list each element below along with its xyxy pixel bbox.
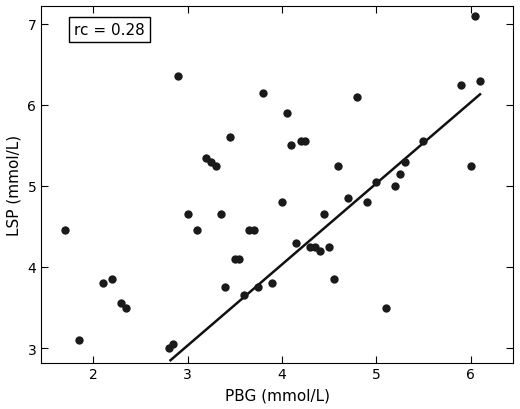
Point bbox=[372, 179, 381, 186]
Point bbox=[344, 196, 352, 202]
Point bbox=[118, 301, 126, 307]
Point bbox=[382, 304, 390, 311]
Point bbox=[282, 110, 291, 117]
Point bbox=[245, 228, 253, 234]
Point bbox=[296, 139, 305, 145]
Point bbox=[193, 228, 201, 234]
Point bbox=[98, 280, 107, 287]
Point bbox=[476, 78, 484, 85]
Point bbox=[169, 341, 177, 347]
Point bbox=[316, 248, 324, 254]
Point bbox=[226, 135, 234, 141]
Point bbox=[457, 82, 465, 89]
Point bbox=[122, 304, 131, 311]
Text: rc = 0.28: rc = 0.28 bbox=[74, 23, 145, 38]
Point bbox=[306, 244, 314, 250]
Point bbox=[230, 256, 239, 263]
Point bbox=[108, 276, 116, 283]
Point bbox=[184, 211, 192, 218]
Point bbox=[353, 94, 361, 101]
Point bbox=[61, 228, 69, 234]
Point bbox=[259, 90, 267, 97]
Point bbox=[268, 280, 277, 287]
Point bbox=[174, 74, 182, 81]
Point bbox=[216, 211, 225, 218]
Point bbox=[207, 159, 215, 166]
Point bbox=[254, 284, 263, 291]
Point bbox=[391, 183, 399, 190]
Point bbox=[278, 199, 286, 206]
Point bbox=[75, 337, 83, 344]
Point bbox=[466, 163, 475, 169]
Point bbox=[202, 155, 211, 162]
Point bbox=[250, 228, 258, 234]
Point bbox=[287, 143, 295, 149]
Point bbox=[471, 13, 479, 20]
Point bbox=[164, 345, 173, 351]
Point bbox=[320, 211, 329, 218]
Point bbox=[419, 139, 427, 145]
Point bbox=[362, 199, 371, 206]
Point bbox=[334, 163, 343, 169]
Y-axis label: LSP (mmol/L): LSP (mmol/L) bbox=[7, 135, 22, 235]
Point bbox=[400, 159, 409, 166]
Point bbox=[396, 171, 404, 178]
Point bbox=[221, 284, 229, 291]
Point bbox=[235, 256, 243, 263]
Point bbox=[311, 244, 319, 250]
Point bbox=[325, 244, 333, 250]
Point bbox=[292, 240, 300, 246]
Point bbox=[240, 292, 248, 299]
Point bbox=[301, 139, 309, 145]
X-axis label: PBG (mmol/L): PBG (mmol/L) bbox=[225, 387, 330, 402]
Point bbox=[330, 276, 338, 283]
Point bbox=[212, 163, 220, 169]
